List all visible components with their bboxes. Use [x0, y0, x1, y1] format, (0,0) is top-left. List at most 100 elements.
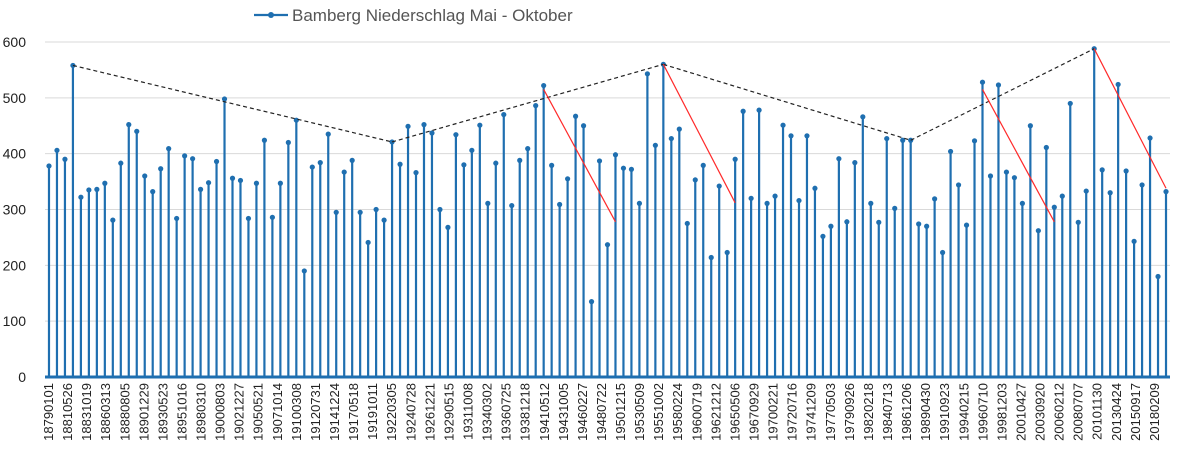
data-point: [620, 165, 627, 377]
stem-marker: [413, 170, 419, 176]
stem-marker: [557, 201, 563, 208]
data-point: [995, 82, 1002, 377]
stem-marker: [134, 128, 140, 134]
stem-marker: [269, 214, 275, 220]
data-point: [804, 133, 810, 377]
data-point: [525, 146, 531, 377]
data-point: [580, 123, 587, 377]
data-point: [397, 161, 403, 377]
stem-marker: [293, 117, 299, 123]
legend-dot-marker: [268, 12, 274, 18]
data-point: [932, 196, 938, 377]
data-point: [636, 200, 643, 377]
x-tick-label: 19360725: [499, 383, 514, 441]
data-point: [764, 200, 770, 377]
stem-marker: [580, 123, 587, 129]
stem-marker: [963, 222, 970, 228]
stem-marker: [820, 233, 826, 239]
data-point: [1067, 100, 1073, 377]
stem-marker: [277, 180, 283, 186]
x-tick-label: 19191011: [365, 383, 380, 440]
stem-marker: [892, 205, 898, 211]
data-point: [947, 148, 954, 377]
x-tick-label: 19120731: [308, 383, 323, 441]
stem-marker: [804, 133, 810, 139]
data-point: [78, 194, 84, 377]
stem-marker: [676, 126, 682, 132]
data-point: [365, 239, 371, 377]
data-point: [381, 217, 387, 377]
x-tick-label: 19551002: [651, 383, 666, 441]
stem-marker: [453, 132, 459, 138]
data-point: [150, 189, 156, 377]
data-point: [62, 156, 68, 377]
x-tick-label: 19021227: [232, 383, 247, 441]
data-point: [892, 205, 898, 377]
x-tick-label: 19790926: [842, 383, 857, 441]
data-point: [469, 147, 475, 377]
x-tick-label: 19770503: [823, 383, 838, 441]
data-point: [253, 180, 260, 377]
data-point: [987, 173, 994, 377]
data-point: [277, 180, 283, 377]
stem-marker: [1131, 238, 1137, 244]
data-point: [221, 96, 228, 377]
data-point: [572, 113, 579, 377]
x-tick-label: 19431005: [556, 383, 571, 441]
data-point: [1075, 219, 1081, 377]
stem-marker: [1043, 144, 1049, 151]
data-point: [333, 209, 339, 377]
x-tick-label: 19650506: [727, 383, 742, 441]
data-point: [908, 137, 914, 377]
data-point: [955, 182, 962, 377]
data-point: [190, 156, 196, 377]
stem-marker: [668, 135, 674, 142]
stem-marker: [748, 195, 754, 201]
stem-marker: [684, 220, 690, 227]
stem-marker: [205, 180, 212, 186]
x-tick-label: 19960710: [975, 383, 990, 441]
x-tick-label: 19460227: [575, 383, 590, 441]
data-point: [445, 224, 451, 377]
data-point: [1115, 81, 1121, 377]
stem-marker: [501, 111, 507, 118]
data-point: [844, 219, 850, 377]
data-point: [357, 209, 363, 377]
red-trend-line: [543, 89, 617, 223]
stem-marker: [1075, 219, 1081, 225]
red-trend-line: [981, 89, 1055, 223]
stem-marker: [1115, 81, 1121, 88]
stem-marker: [1123, 168, 1129, 174]
data-point: [421, 122, 427, 377]
x-tick-label: 19311008: [460, 383, 475, 440]
data-point: [684, 220, 690, 377]
data-point: [660, 61, 666, 377]
data-point: [142, 173, 148, 377]
data-point: [229, 175, 236, 377]
y-tick-label: 300: [3, 202, 27, 218]
stem-marker: [636, 200, 643, 206]
trend-lines: [72, 48, 1167, 223]
stem-marker: [357, 209, 363, 215]
stem-marker: [1107, 190, 1113, 196]
stem-marker: [612, 152, 619, 158]
stem-marker: [716, 183, 722, 189]
data-point: [852, 160, 858, 377]
data-point: [628, 166, 635, 377]
data-point: [940, 249, 946, 377]
stem-marker: [485, 200, 491, 206]
stem-marker: [317, 160, 323, 166]
x-tick-label: 19670929: [747, 383, 762, 441]
data-point: [796, 197, 802, 377]
data-point: [828, 223, 834, 377]
stem-marker: [150, 189, 156, 195]
stem-marker: [652, 142, 658, 148]
stem-marker: [118, 160, 124, 166]
stem-marker: [245, 215, 252, 222]
stem-marker: [166, 146, 172, 152]
x-tick-label: 20030920: [1033, 383, 1048, 441]
data-point: [676, 126, 682, 377]
data-point: [820, 233, 826, 377]
stem-marker: [261, 137, 268, 143]
data-point: [453, 132, 459, 377]
